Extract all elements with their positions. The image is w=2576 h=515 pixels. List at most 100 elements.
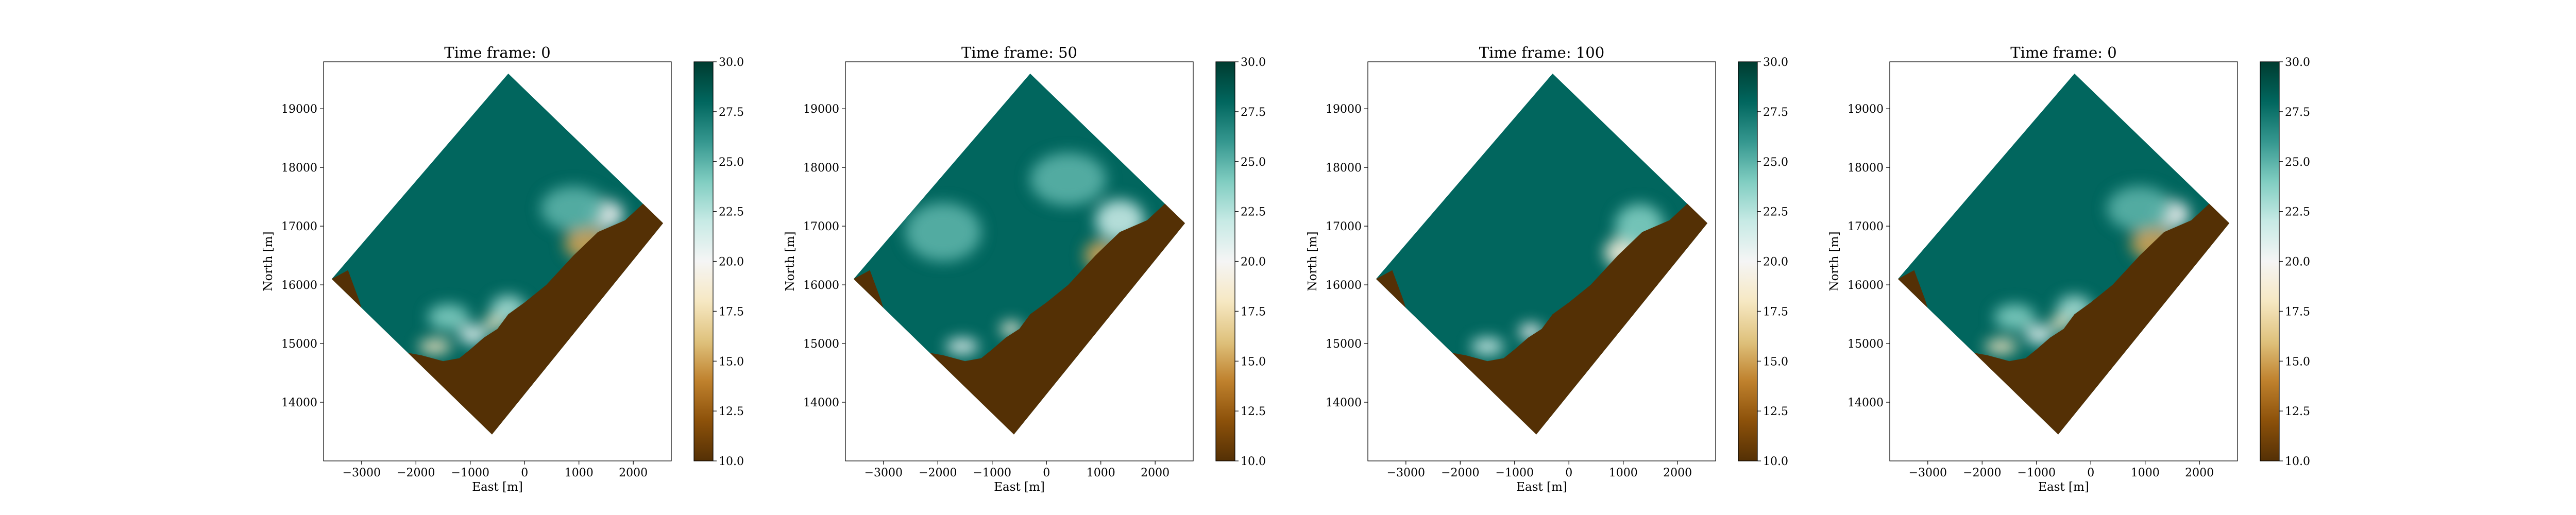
- temperature-patch: [540, 186, 606, 231]
- y-axis-label: North [m]: [1828, 231, 1841, 291]
- y-tick-label: 19000: [1326, 103, 1362, 116]
- panel-4: −3000 −2000 −1000 0 1000 2000 14000 15000 16000 1…: [1828, 44, 2310, 494]
- y-axis-label: North [m]: [262, 231, 275, 291]
- colorbar-tick-label: 22.5: [2285, 206, 2310, 219]
- y-tick-label: 15000: [1848, 338, 1884, 351]
- colorbar-tick-label: 20.0: [719, 256, 744, 269]
- x-tick-label: −1000: [451, 467, 489, 479]
- y-tick-label: 16000: [1848, 279, 1884, 292]
- colorbar-tick-label: 30.0: [719, 56, 744, 69]
- land-region: [1897, 202, 2230, 435]
- water-region: [1376, 73, 1708, 435]
- y-tick-label: 19000: [281, 103, 317, 116]
- axes-frame: [323, 61, 672, 461]
- panel-2: −3000 −2000 −1000 0 1000 2000 14000 15000 16000 1…: [784, 44, 1266, 494]
- colorbar-tick-label: 17.5: [2285, 305, 2310, 318]
- water-region: [331, 73, 664, 435]
- x-tick-label: 0: [2087, 467, 2094, 479]
- colorbar-tick-label: 20.0: [2285, 256, 2310, 269]
- x-tick-label: 0: [1565, 467, 1572, 479]
- x-axis-label: East [m]: [1516, 480, 1567, 494]
- y-tick-label: 18000: [281, 162, 317, 175]
- colorbar-tick-label: 25.0: [1763, 156, 1788, 169]
- temperature-patch: [905, 202, 981, 262]
- x-tick-label: 0: [521, 467, 528, 479]
- axes-frame: [1367, 61, 1716, 461]
- x-tick-label: −2000: [919, 467, 957, 479]
- temperature-field: [1376, 73, 1708, 435]
- colorbar: [2260, 61, 2280, 461]
- x-tick-label: −3000: [1387, 467, 1425, 479]
- y-tick-label: 14000: [1848, 397, 1884, 409]
- colorbar-tick-label: 17.5: [719, 305, 744, 318]
- y-tick-label: 19000: [1848, 103, 1884, 116]
- land-region: [853, 202, 1185, 435]
- colorbar: [1738, 61, 1758, 461]
- colorbar: [693, 61, 714, 461]
- x-axis-label: East [m]: [472, 480, 523, 494]
- axes-frame: [1889, 61, 2238, 461]
- colorbar-tick-label: 12.5: [1763, 405, 1788, 418]
- chart-title: Time frame: 100: [1479, 44, 1604, 61]
- colorbar-tick-label: 17.5: [1763, 305, 1788, 318]
- colorbar-tick-label: 30.0: [2285, 56, 2310, 69]
- y-tick-label: 16000: [1326, 279, 1362, 292]
- colorbar-tick-label: 10.0: [2285, 455, 2310, 468]
- water-region: [853, 73, 1185, 435]
- y-tick-label: 14000: [1326, 397, 1362, 409]
- colorbar-tick-label: 10.0: [719, 455, 744, 468]
- y-tick-label: 15000: [803, 338, 839, 351]
- colorbar-tick-label: 15.0: [1763, 355, 1788, 368]
- y-tick-label: 15000: [1326, 338, 1362, 351]
- y-tick-label: 18000: [803, 162, 839, 175]
- x-tick-label: −3000: [865, 467, 903, 479]
- colorbar-tick-label: 27.5: [719, 106, 744, 119]
- panel-3: −3000 −2000 −1000 0 1000 2000 14000 15000 16000 1…: [1306, 44, 1788, 494]
- x-tick-label: 0: [1043, 467, 1050, 479]
- y-tick-label: 18000: [1848, 162, 1884, 175]
- land-region: [331, 202, 664, 435]
- x-axis-label: East [m]: [994, 480, 1045, 494]
- colorbar-tick-label: 25.0: [1241, 156, 1266, 169]
- y-tick-label: 16000: [281, 279, 317, 292]
- temperature-patch: [1994, 304, 2036, 330]
- x-tick-label: −2000: [1963, 467, 2001, 479]
- y-tick-label: 14000: [803, 397, 839, 409]
- x-tick-label: −1000: [2018, 467, 2056, 479]
- x-tick-label: 2000: [1141, 467, 1170, 479]
- colorbar-tick-label: 15.0: [2285, 355, 2310, 368]
- y-tick-label: 14000: [281, 397, 317, 409]
- x-tick-label: −2000: [1441, 467, 1479, 479]
- temperature-patches: [418, 186, 624, 354]
- colorbar-tick-label: 22.5: [1763, 206, 1788, 219]
- colorbar-tick-label: 12.5: [2285, 405, 2310, 418]
- x-tick-label: 2000: [2185, 467, 2214, 479]
- temperature-patch: [946, 338, 979, 355]
- x-tick-label: −1000: [1496, 467, 1534, 479]
- colorbar-tick-label: 20.0: [1241, 256, 1266, 269]
- colorbar-tick-label: 27.5: [2285, 106, 2310, 119]
- temperature-patch: [1471, 337, 1504, 355]
- y-tick-label: 19000: [803, 103, 839, 116]
- colorbar-tick-label: 10.0: [1763, 455, 1788, 468]
- temperature-patch: [2025, 324, 2054, 345]
- colorbar-tick-label: 20.0: [1763, 256, 1788, 269]
- y-tick-label: 17000: [1326, 220, 1362, 233]
- colorbar: [1215, 61, 1235, 461]
- temperature-field: [331, 73, 664, 435]
- colorbar-tick-label: 12.5: [1241, 405, 1266, 418]
- x-tick-label: 2000: [619, 467, 648, 479]
- x-tick-label: −3000: [343, 467, 381, 479]
- x-tick-label: −1000: [973, 467, 1011, 479]
- water-region: [1897, 73, 2230, 435]
- temperature-field: [1897, 73, 2230, 435]
- colorbar-tick-label: 22.5: [1241, 206, 1266, 219]
- x-tick-label: 1000: [1609, 467, 1638, 479]
- y-axis-label: North [m]: [1306, 231, 1319, 291]
- y-tick-label: 17000: [1848, 220, 1884, 233]
- colorbar-tick-label: 27.5: [1763, 106, 1788, 119]
- temperature-patch: [2107, 186, 2173, 231]
- colorbar-tick-label: 17.5: [1241, 305, 1266, 318]
- panel-1: −3000 −2000 −1000 0 1000 2000 14000 15000 16000 1…: [262, 44, 744, 494]
